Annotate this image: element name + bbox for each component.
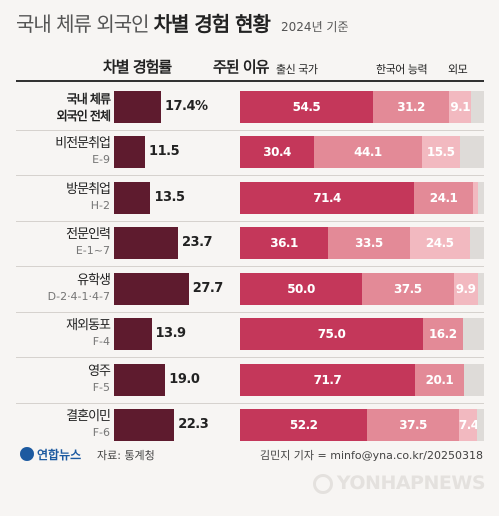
row-label-name: 재외동포 [66,318,111,334]
rate-value-label: 13.9 [155,326,187,342]
rate-bar [114,272,189,305]
segment-other [471,90,484,123]
rate-bar [114,227,178,260]
row-label-name: 방문취업 [66,181,111,197]
segment-korean: 33.5 [328,227,410,260]
header-divider [16,80,484,82]
watermark-icon [312,474,333,494]
credit-note: 김민지 기자 = minfo@yna.co.kr/20250318 [259,449,483,462]
row-label: 방문취업 H-2 [4,181,111,214]
row-divider [16,175,484,176]
source-note: 자료: 통계청 [97,449,155,462]
rate-value-label: 22.3 [178,417,209,433]
row-divider [16,357,484,358]
rate-value-label: 13.5 [154,189,185,205]
row-label-code: F-5 [92,380,110,394]
segment-origin: 52.2 [240,409,368,442]
legend-korean: 한국어 능력 [376,63,428,76]
segment-korean: 37.5 [362,272,454,305]
row-label: 결혼이민 F-6 [4,409,111,441]
row-label-code: F-4 [92,335,110,349]
segment-other [476,409,484,442]
row-label: 유학생 D-2·4-1·4-7 [4,272,111,305]
segment-other [477,272,484,305]
row-label-name: 결혼이민 [66,409,111,425]
rate-value-label: 27.7 [192,280,224,296]
rate-value-label: 17.4% [164,98,208,114]
segment-korean: 16.2 [423,318,463,351]
header-rate: 차별 경험률 [103,58,172,76]
row-divider [16,266,484,267]
title-year: 2024년 기준 [281,20,349,34]
segment-appearance: 24.5 [409,227,470,260]
segment-appearance: 9.9 [453,272,478,305]
row-label: 전문인력 E-1~7 [4,227,111,259]
row-label-code: H-2 [90,198,110,212]
segment-korean: 37.5 [367,409,459,442]
row-label-code: E-9 [92,153,110,167]
segment-korean: 24.1 [414,181,473,214]
segment-origin: 71.4 [240,181,415,214]
segment-other [477,181,484,214]
row-label-name: 영주 [88,363,111,379]
segment-origin: 30.4 [240,136,315,169]
rate-bar [114,409,175,442]
segment-other [462,318,484,351]
row-label-code: F-6 [92,426,110,440]
row-divider [16,220,484,222]
segment-appearance: 15.5 [421,136,460,169]
legend-origin: 출신 국가 [276,63,318,76]
row-label: 재외동포 F-4 [4,318,111,350]
segment-origin: 75.0 [240,318,423,351]
segment-other [463,363,484,396]
watermark-text: YONHAPNEWS [336,472,486,494]
segment-origin: 50.0 [240,272,362,305]
segment-korean: 44.1 [314,136,422,169]
rate-value-label: 19.0 [169,371,200,387]
chart-title: 국내 체류 외국인 차별 경험 현황 2024년 기준 [16,8,486,48]
row-label-name: 유학생 [77,272,111,288]
watermark: YONHAPNEWS [312,472,486,494]
segment-appearance: 9.1 [449,90,472,123]
row-divider [16,402,484,404]
rate-bar [114,363,166,396]
logo-text: 연합뉴스 [37,448,82,462]
rate-bar [114,136,146,169]
row-label: 영주 F-5 [4,363,111,396]
row-divider [16,129,484,131]
segment-other [469,227,484,260]
rate-value-label: 11.5 [149,144,180,160]
row-label-code: D-2·4-1·4-7 [47,289,110,303]
rate-bar [114,181,151,214]
segment-other [459,136,484,169]
logo-icon [20,447,34,461]
rate-bar [114,318,152,351]
segment-origin: 36.1 [240,227,329,260]
row-divider [16,311,484,313]
title-bold: 차별 경험 현황 [153,12,271,36]
legend-appearance: 외모 [448,63,468,76]
row-label-name: 비전문취업 [55,136,111,152]
row-label-name-2: 외국인 전체 [56,108,111,123]
row-label-name: 전문인력 [66,227,111,243]
row-label: 비전문취업 E-9 [4,136,111,168]
rate-value-label: 23.7 [181,235,213,251]
segment-korean: 20.1 [414,363,464,396]
logo: 연합뉴스 [20,446,81,463]
title-light: 국내 체류 외국인 [16,12,150,36]
row-label-name: 국내 체류 [66,91,111,106]
segment-korean: 31.2 [372,90,450,123]
segment-appearance: 7.4 [458,409,477,442]
header-reason: 주된 이유 [213,58,269,76]
segment-origin: 71.7 [240,363,415,396]
segment-origin: 54.5 [240,90,373,123]
segment-appearance [473,181,478,214]
rate-bar [114,90,161,123]
row-label-code: E-1~7 [75,244,110,258]
